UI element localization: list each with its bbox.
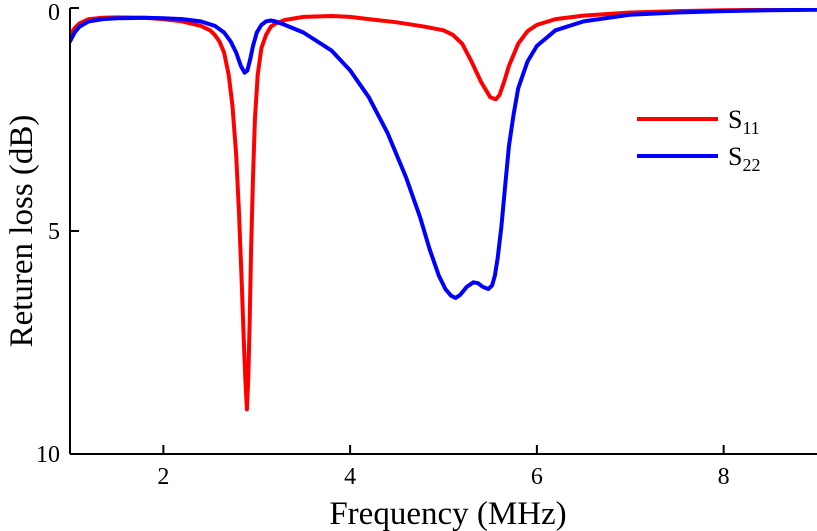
y-tick-label: 10 bbox=[36, 442, 60, 468]
x-tick-label: 6 bbox=[531, 464, 543, 490]
series-layer bbox=[70, 8, 817, 412]
x-tick-label: 2 bbox=[157, 464, 169, 490]
y-axis-title: Returen loss (dB) bbox=[4, 115, 40, 348]
legend-label-s11: S11 bbox=[728, 105, 760, 138]
series-line-s11 bbox=[70, 8, 817, 412]
x-tick-label: 8 bbox=[718, 464, 730, 490]
y-tick-label: 5 bbox=[48, 219, 60, 245]
x-tick-label: 4 bbox=[344, 464, 356, 490]
series-line-s22 bbox=[70, 8, 817, 300]
x-axis-title: Frequency (MHz) bbox=[329, 496, 566, 531]
y-tick-label: 0 bbox=[48, 0, 60, 26]
ticks-layer: 2 4 6 8 0 5 10 bbox=[36, 0, 730, 490]
legend-label-s22: S22 bbox=[728, 142, 760, 175]
